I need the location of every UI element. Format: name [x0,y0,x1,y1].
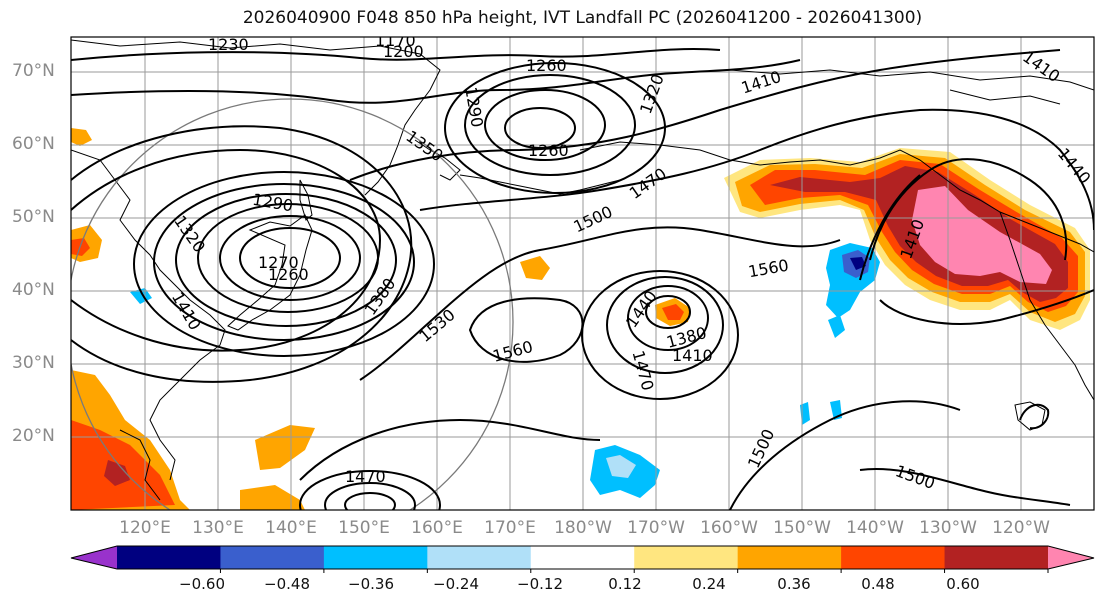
lon-label: 170°W [627,518,685,538]
colorbar-extend-high [1048,546,1094,569]
colorbar-tick-label: −0.12 [517,575,563,593]
lat-label: 50°N [12,207,55,227]
contour-label: 1230 [208,35,249,54]
colorbar-segment [737,546,842,569]
coast-kamchatka [414,139,461,181]
coast-alaska [579,141,1094,253]
colorbar-tick-label: 0.12 [608,575,642,593]
coast-north-america [729,69,1094,91]
lon-label: 130°W [919,518,977,538]
colorbar-segment [220,546,325,569]
lon-label: 150°E [338,518,390,538]
lon-label: 130°E [192,518,244,538]
lat-label: 60°N [12,134,55,154]
map-frame [70,36,1095,511]
lon-label: 120°W [992,518,1050,538]
colorbar-tick-label: 0.24 [692,575,726,593]
coast-west-coast-na [999,211,1094,401]
colorbar-extend-low [71,546,117,569]
contour-label: 1410 [672,346,713,365]
colorbar-tick-label: 0.36 [777,575,811,593]
map-plot-area: 1230 1170 1200 1260 1320 1410 1410 1290 … [71,31,1094,510]
lon-label: 160°E [411,518,463,538]
map-title: 2026040900 F048 850 hPa height, IVT Land… [242,8,923,28]
lon-label: 140°E [265,518,317,538]
graticule [71,37,1094,510]
coast-asia-north [71,39,441,196]
lat-label: 40°N [12,280,55,300]
lon-label: 180°W [554,518,612,538]
contour-label: 1270 [258,253,299,272]
region-circle [71,98,514,510]
colorbar-segment [841,546,946,569]
lon-label: 170°E [484,518,536,538]
contour-label: 1260 [528,141,569,160]
lat-label: 20°N [12,426,55,446]
colorbar-segment [117,546,221,569]
ivt-positive-north-japan [520,256,550,280]
contour-label: 1260 [526,56,567,75]
contour-label: 1260 [268,265,309,284]
colorbar [70,545,1095,573]
colorbar-tick-label: −0.60 [179,575,225,593]
lat-label: 70°N [12,61,55,81]
contour-label: 1200 [383,42,424,61]
colorbar-segment [427,546,532,569]
contour-label: 1470 [345,467,386,486]
colorbar-segment [944,546,1049,569]
height-contours [71,47,1094,510]
lon-label: 120°E [119,518,171,538]
colorbar-tick-label: 0.60 [946,575,980,593]
colorbar-tick-label: −0.48 [264,575,310,593]
contour-1470-ring [349,49,1061,181]
coast-china-korea [71,149,226,481]
colorbar-tick-label: −0.36 [348,575,394,593]
colorbar-tick-label: −0.24 [433,575,479,593]
lon-label: 140°W [846,518,904,538]
colorbar-segment [634,546,739,569]
lat-label: 30°N [12,353,55,373]
lon-label: 160°W [700,518,758,538]
coast-indochina [119,429,161,501]
colorbar-segment [323,546,428,569]
lon-label: 150°W [773,518,831,538]
colorbar-segment [530,546,635,569]
ivt-shading [71,128,1090,510]
contour-label: 1170 [375,31,416,50]
colorbar-outline [70,545,1095,570]
colorbar-tick-label: 0.48 [861,575,895,593]
